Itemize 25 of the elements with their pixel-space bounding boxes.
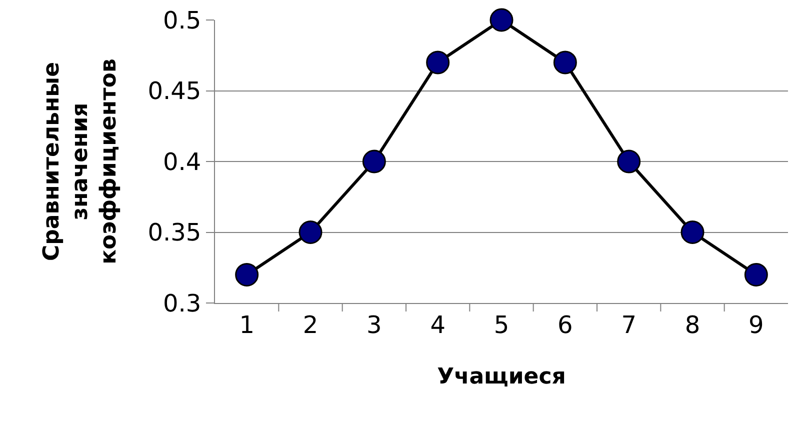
y-tick-label: 0.4 [163,148,202,176]
x-tick-label: 5 [494,310,510,339]
x-tick-label: 6 [558,310,573,339]
point [744,262,768,286]
y-axis-title: Сравнительные значения коэффициентов [39,58,122,264]
point [553,50,577,74]
x-tick-label: 4 [430,310,446,339]
point [426,50,450,74]
point [490,8,514,32]
y-tick-label: 0.5 [163,6,202,34]
y-tick-label: 0.45 [148,77,202,106]
x-axis-title: Учащиеся [437,364,566,390]
x-tick-label: 3 [366,310,382,339]
y-tick-label: 0.3 [163,289,202,318]
point [680,220,704,244]
x-tick-label: 8 [684,310,700,339]
point [298,220,322,244]
x-tick-label: 1 [239,310,254,339]
point [362,150,386,174]
x-tick-label: 2 [302,310,318,339]
x-tick-label: 7 [621,310,636,339]
point [617,150,641,174]
y-tick-label: 0.35 [148,218,202,247]
point [235,262,259,286]
x-tick-label: 9 [748,310,764,339]
